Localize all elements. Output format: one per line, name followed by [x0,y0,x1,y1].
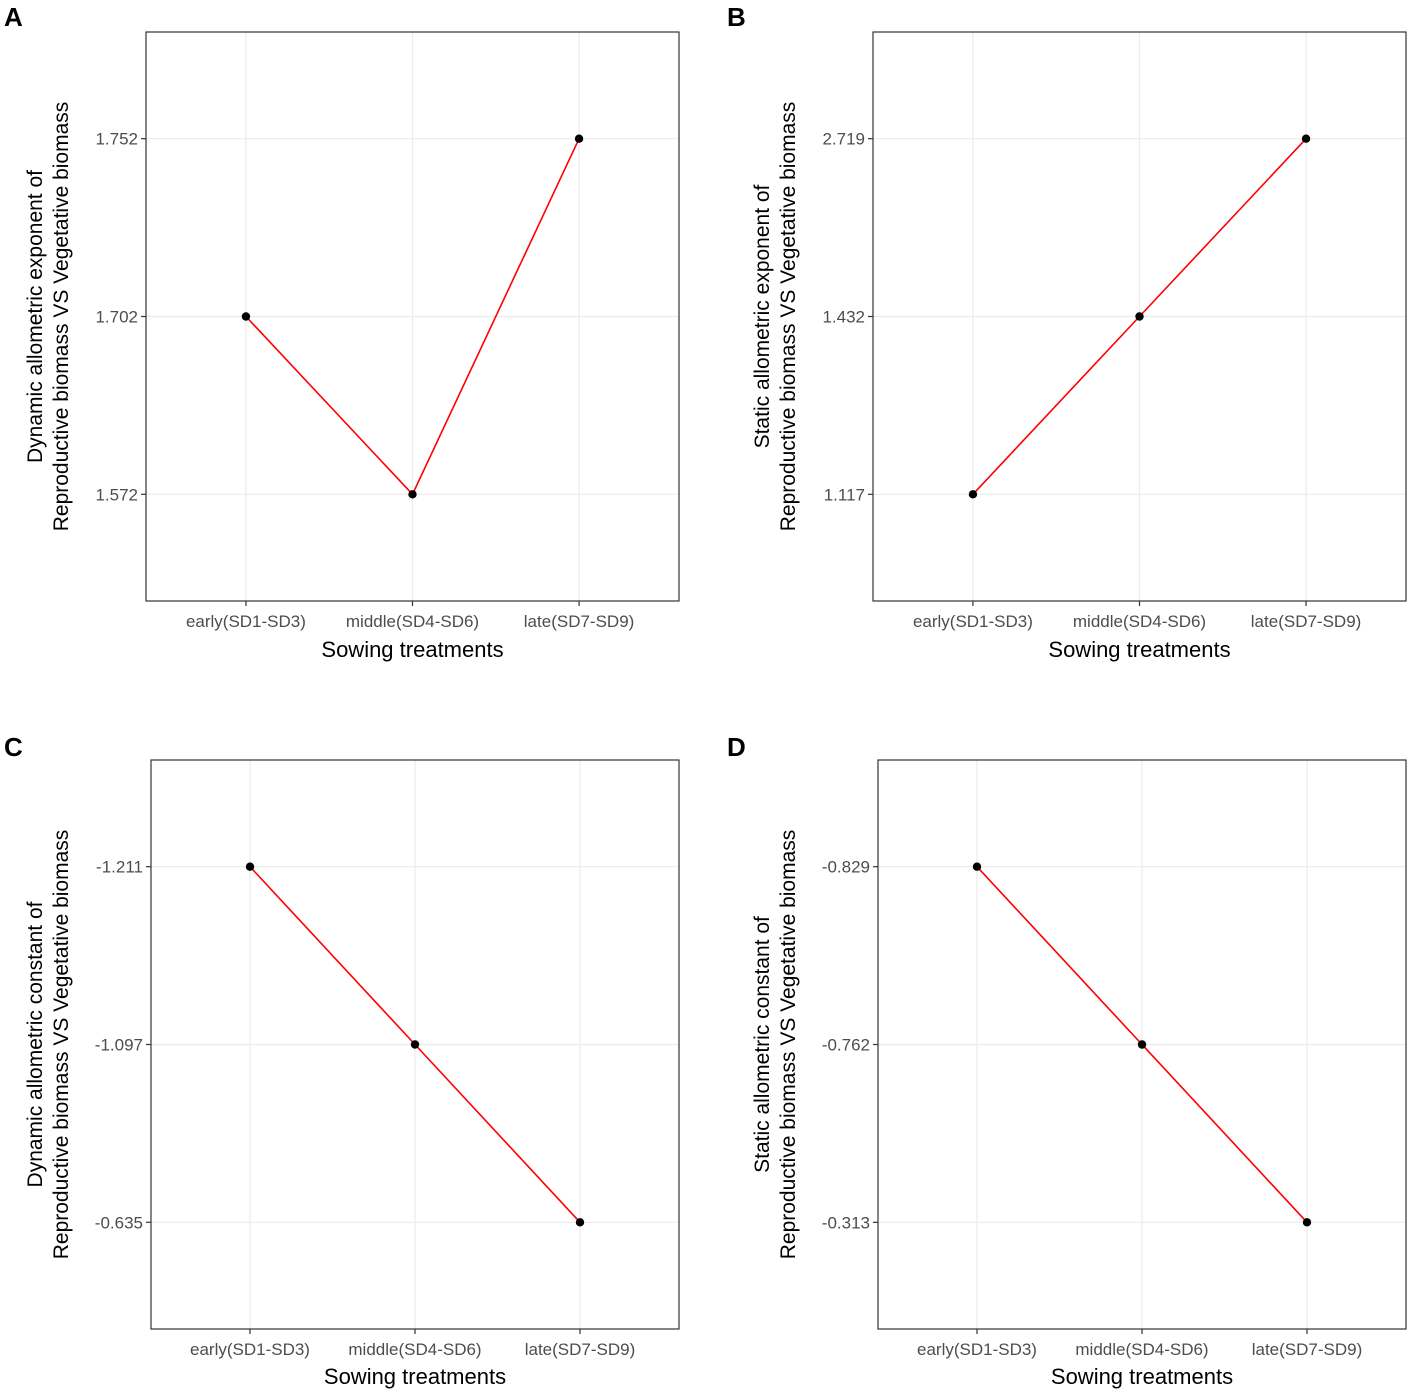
y-tick-label: -0.762 [822,1036,870,1055]
x-tick-label: late(SD7-SD9) [1252,1340,1363,1359]
x-axis-title: Sowing treatments [321,637,503,662]
x-axis-title: Sowing treatments [324,1364,506,1389]
data-point [1301,134,1311,143]
y-axis-title: Reproductive biomass VS Vegetative bioma… [777,102,800,532]
y-axis-title: Dynamic allometric constant of [24,901,47,1187]
panel-letter: C [4,732,23,762]
data-point [1137,1040,1147,1049]
y-tick-label: -0.313 [822,1213,870,1232]
y-axis-title: Static allometric constant of [751,916,774,1173]
y-tick-label: 1.702 [95,308,138,327]
y-tick-label: -1.211 [96,858,143,877]
panel-letter: A [4,2,23,32]
y-tick-label: 2.719 [822,130,865,149]
x-tick-label: middle(SD4-SD6) [346,612,479,631]
x-tick-label: early(SD1-SD3) [913,612,1033,631]
panel-letter: B [727,2,746,32]
x-axis-title: Sowing treatments [1048,637,1230,662]
x-tick-label: late(SD7-SD9) [525,1340,636,1359]
data-point [972,862,982,871]
data-point [968,490,978,499]
data-point [574,134,584,143]
y-tick-label: 1.752 [95,130,138,149]
x-tick-label: middle(SD4-SD6) [1075,1340,1208,1359]
x-tick-label: late(SD7-SD9) [524,612,635,631]
y-axis-title: Reproductive biomass VS Vegetative bioma… [50,830,73,1260]
x-tick-label: late(SD7-SD9) [1251,612,1362,631]
x-tick-label: middle(SD4-SD6) [1073,612,1206,631]
chart-panel-a: A 1.752 1.702 1.572 early(SD1-SD3) middle(SD4… [4,2,680,662]
y-tick-label: -0.635 [95,1213,143,1232]
x-tick-label: early(SD1-SD3) [190,1340,310,1359]
y-tick-label: -1.097 [95,1036,143,1055]
y-axis-title: Reproductive biomass VS Vegetative bioma… [50,102,73,532]
x-axis-title: Sowing treatments [1051,1364,1233,1389]
data-point [241,312,251,321]
y-tick-label: -0.829 [822,858,870,877]
y-tick-label: 1.117 [824,485,865,504]
y-axis-title: Static allometric exponent of [751,184,774,448]
data-point [408,490,417,499]
data-point [245,862,255,871]
data-point [410,1040,420,1049]
chart-panel-c: C -1.211 -1.097 -0.635 early(SD1-SD3) middle(… [4,732,680,1389]
y-axis-title: Reproductive biomass VS Vegetative bioma… [777,830,800,1260]
data-point [1302,1218,1312,1227]
x-tick-label: early(SD1-SD3) [186,612,306,631]
chart-panel-d: D -0.829 -0.762 -0.313 early(SD1-SD3) middle(… [727,732,1407,1389]
x-tick-label: middle(SD4-SD6) [348,1340,481,1359]
panel-letter: D [727,732,746,762]
y-tick-label: 1.572 [95,485,138,504]
x-tick-label: early(SD1-SD3) [917,1340,1037,1359]
data-point [575,1218,585,1227]
chart-panel-b: B 2.719 1.432 1.117 early(SD1-SD3) middle(SD4… [727,2,1407,662]
y-axis-title: Dynamic allometric exponent of [24,170,47,463]
data-point [1135,312,1144,321]
y-tick-label: 1.432 [822,308,865,327]
